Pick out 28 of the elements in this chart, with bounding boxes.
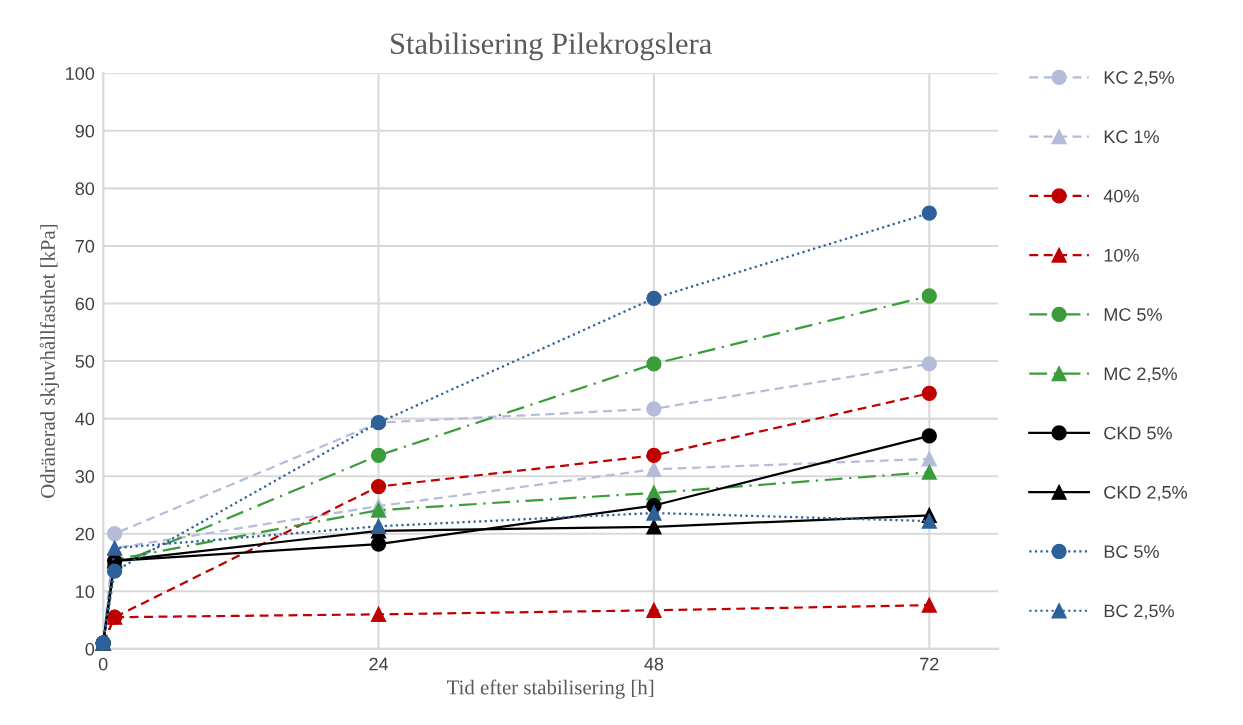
legend-label: MC 5% — [1104, 308, 1162, 321]
chart-title: Stabilisering Pilekrogslera — [391, 32, 712, 61]
y-tick-label: 60 — [75, 297, 95, 311]
legend-label: BC 5% — [1104, 545, 1159, 558]
legend-label: CKD 2,5% — [1104, 485, 1187, 501]
y-tick-label: 50 — [75, 354, 95, 368]
y-tick-label: 30 — [75, 470, 95, 483]
legend-label: CKD 5% — [1104, 426, 1172, 440]
legend-label: KC 1% — [1104, 130, 1159, 144]
x-tick-label: 48 — [644, 657, 664, 671]
y-tick-label: 70 — [75, 239, 95, 253]
y-tick-label: 0 — [85, 642, 95, 656]
y-tick-label: 40 — [75, 412, 95, 426]
legend-label: 40% — [1103, 189, 1139, 203]
legend-label: BC 2,5% — [1104, 604, 1174, 620]
x-tick-label: 24 — [369, 657, 389, 671]
y-tick-label: 80 — [75, 182, 95, 196]
y-tick-label: 90 — [75, 124, 95, 138]
x-tick-label: 0 — [98, 657, 108, 671]
y-tick-label: 10 — [76, 585, 95, 599]
y-tick-label: 20 — [75, 527, 95, 541]
legend-label: 10% — [1104, 248, 1139, 262]
legend-label: KC 2,5% — [1104, 71, 1174, 87]
x-tick-label: 72 — [920, 657, 939, 671]
y-axis-title: Odränerad skjuvhållfasthet [kPa] — [39, 224, 60, 498]
legend-label: MC 2,5% — [1104, 367, 1177, 383]
x-axis-title: Tid efter stabilisering [h] — [446, 679, 654, 699]
y-tick-label: 100 — [66, 67, 95, 80]
